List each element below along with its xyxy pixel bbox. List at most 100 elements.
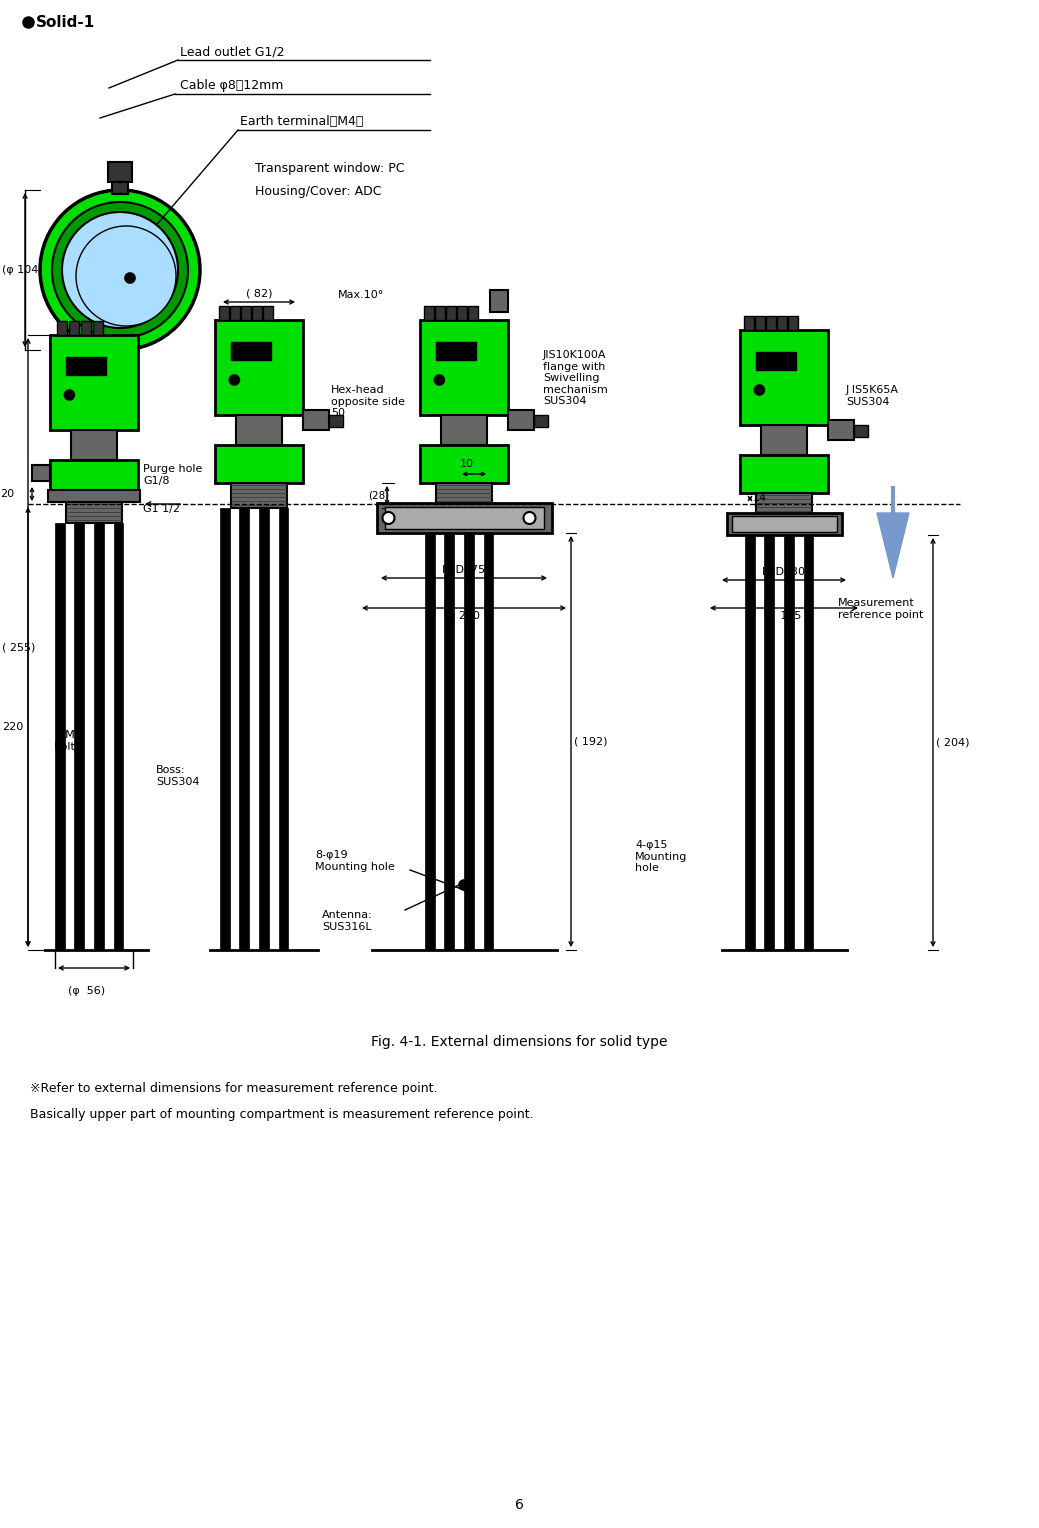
Bar [483, 533, 494, 950]
Text: Basically upper part of mounting compartment is measurement reference point.: Basically upper part of mounting compart… [30, 1108, 534, 1122]
Text: (φ  56): (φ 56) [68, 986, 105, 996]
Bar [726, 513, 842, 535]
Bar [50, 460, 138, 498]
Bar [219, 306, 229, 319]
Text: ( 255): ( 255) [2, 642, 35, 652]
Bar [446, 306, 456, 319]
Bar [69, 321, 79, 335]
Text: 6: 6 [514, 1497, 524, 1513]
Text: ( 192): ( 192) [574, 736, 608, 746]
Text: G1 1/2: G1 1/2 [143, 504, 180, 513]
Text: ( 204): ( 204) [936, 736, 969, 747]
Text: 4-M4
Bolt: 4-M4 Bolt [54, 730, 82, 752]
Bar [755, 316, 765, 330]
Text: PCD175: PCD175 [442, 565, 486, 575]
Bar [329, 416, 343, 426]
Bar [424, 306, 434, 319]
Bar [457, 306, 467, 319]
Bar [777, 316, 787, 330]
Circle shape [754, 385, 765, 396]
Text: Earth terminal（M4）: Earth terminal（M4） [240, 115, 364, 128]
Text: 14: 14 [753, 494, 767, 503]
Bar [740, 455, 828, 494]
Bar [32, 465, 50, 481]
Bar [755, 494, 812, 518]
Bar [71, 429, 116, 460]
Bar [215, 319, 303, 416]
Text: Antenna:
SUS316L: Antenna: SUS316L [322, 911, 373, 932]
Bar [94, 321, 103, 335]
Circle shape [64, 390, 75, 400]
Text: Boss:
SUS304: Boss: SUS304 [156, 766, 199, 787]
Bar [113, 523, 124, 950]
Bar [241, 306, 251, 319]
Circle shape [125, 274, 135, 283]
Text: 4-φ15
Mounting
hole: 4-φ15 Mounting hole [635, 840, 688, 872]
Text: Lead outlet G1/2: Lead outlet G1/2 [180, 44, 285, 58]
Bar [765, 535, 774, 950]
Text: JIS10K100A
flange with
Swivelling
mechanism
SUS304: JIS10K100A flange with Swivelling mechan… [543, 350, 608, 406]
Bar [803, 535, 814, 950]
Bar [278, 507, 289, 950]
Text: PCD130: PCD130 [762, 567, 806, 578]
Bar [81, 321, 91, 335]
Text: 8-φ19
Mounting hole: 8-φ19 Mounting hole [315, 850, 395, 871]
Bar [75, 523, 84, 950]
Circle shape [76, 226, 176, 325]
Bar [112, 182, 128, 194]
Text: Purge hole
G1/8: Purge hole G1/8 [143, 465, 203, 486]
Circle shape [434, 374, 445, 385]
Bar [263, 306, 273, 319]
Bar [425, 533, 434, 950]
Circle shape [39, 189, 199, 350]
Bar [236, 416, 282, 445]
Bar [442, 416, 487, 445]
Text: 220: 220 [2, 723, 23, 732]
Text: 10: 10 [460, 458, 474, 469]
Circle shape [524, 512, 535, 524]
Bar [435, 483, 492, 507]
Bar [490, 290, 508, 312]
Bar [65, 498, 123, 523]
Bar [445, 533, 454, 950]
Text: ※Refer to external dimensions for measurement reference point.: ※Refer to external dimensions for measur… [30, 1082, 437, 1096]
Bar [65, 358, 106, 374]
Text: 20: 20 [0, 489, 15, 500]
Bar [755, 351, 796, 370]
Bar [94, 523, 104, 950]
Bar [239, 507, 249, 950]
Text: Fig. 4-1. External dimensions for solid type: Fig. 4-1. External dimensions for solid … [371, 1034, 667, 1050]
Bar [435, 342, 476, 361]
Bar [435, 306, 445, 319]
Circle shape [459, 880, 469, 889]
Bar [48, 490, 140, 503]
Bar [420, 319, 508, 416]
Bar [259, 507, 269, 950]
Bar [762, 425, 807, 455]
Text: φ  155: φ 155 [767, 611, 802, 620]
Bar [215, 445, 303, 483]
Text: Hex-head
opposite side
50: Hex-head opposite side 50 [331, 385, 405, 419]
Bar [828, 420, 854, 440]
Bar [220, 507, 230, 950]
Circle shape [230, 374, 239, 385]
Polygon shape [877, 513, 909, 578]
Bar [108, 162, 132, 182]
Text: (φ 104): (φ 104) [2, 264, 43, 275]
Text: (28): (28) [368, 490, 390, 500]
Bar [508, 410, 534, 429]
Bar [854, 425, 868, 437]
Text: Solid-1: Solid-1 [36, 14, 96, 29]
Bar [468, 306, 478, 319]
Text: φ 210: φ 210 [448, 611, 480, 620]
Bar [788, 316, 798, 330]
Bar [731, 516, 836, 532]
Circle shape [62, 212, 178, 329]
Bar [376, 503, 552, 533]
Text: Cable φ8～12mm: Cable φ8～12mm [180, 79, 284, 92]
Bar [784, 535, 794, 950]
Bar [230, 306, 240, 319]
Text: J IS5K65A
SUS304: J IS5K65A SUS304 [846, 385, 899, 406]
Bar [231, 483, 287, 507]
Bar [231, 342, 271, 361]
